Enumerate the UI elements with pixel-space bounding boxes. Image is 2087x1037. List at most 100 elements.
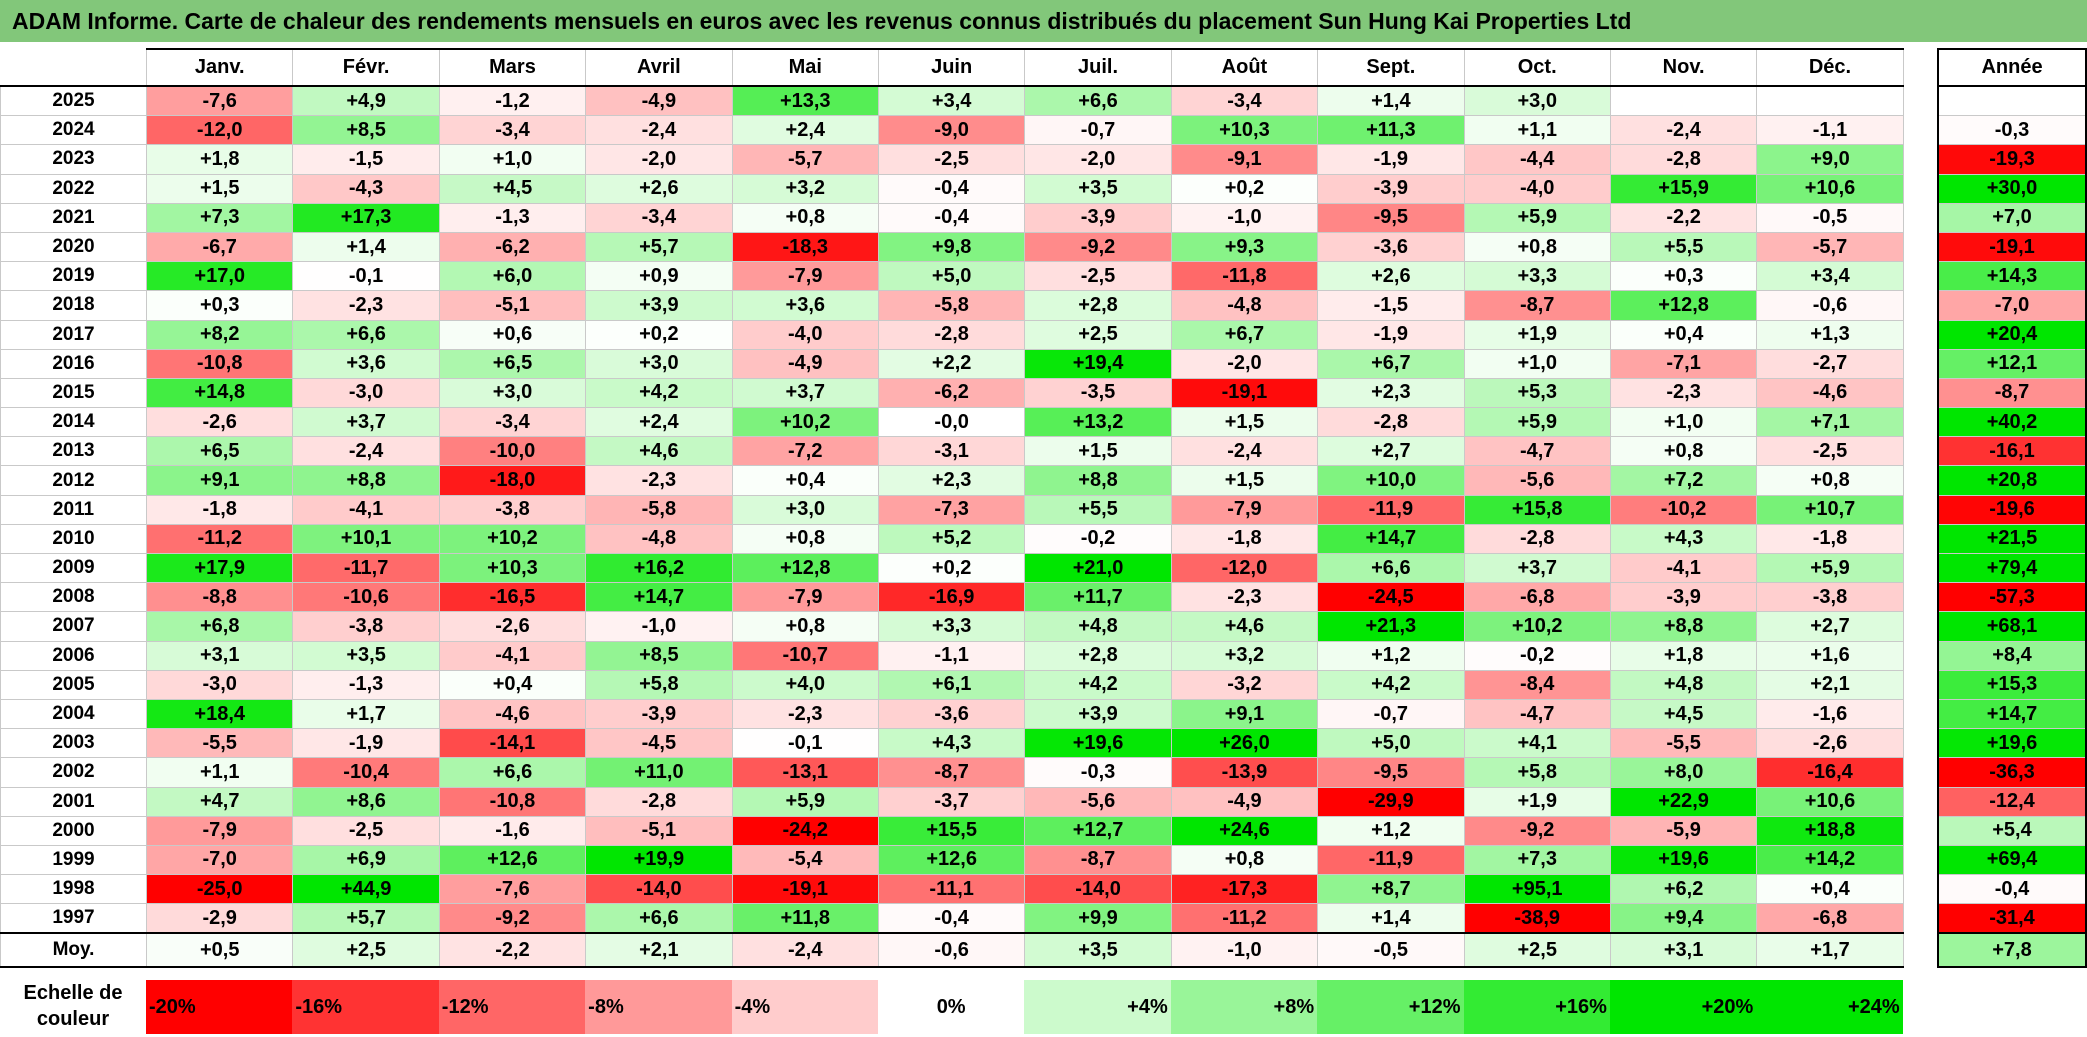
annual-cell: -36,3: [1937, 757, 2087, 788]
heatmap-cell: +3,0: [585, 348, 733, 379]
heatmap-cell: +7,2: [1609, 465, 1758, 496]
heatmap-cell: -10,8: [145, 348, 294, 379]
heatmap-cell: +8,5: [585, 640, 733, 671]
heatmap-cell: +4,3: [1609, 523, 1758, 555]
heatmap-cell: -2,8: [585, 786, 733, 817]
annual-row: -19,6: [1937, 494, 2087, 525]
heatmap-cell: -16,5: [438, 582, 587, 613]
heatmap-cell: -3,4: [585, 202, 733, 233]
heatmap-cell: +4,2: [585, 377, 733, 409]
heatmap-cell: +6,6: [585, 903, 733, 934]
heatmap-cell: -11,1: [877, 874, 1026, 905]
year-label: 2003: [0, 728, 147, 759]
heatmap-cell: +2,7: [1317, 436, 1465, 467]
heatmap-cell: +9,9: [1024, 903, 1172, 934]
heatmap-cell: +8,6: [292, 786, 440, 817]
heatmap-cell: +6,5: [438, 348, 587, 379]
heatmap-cell: +4,5: [438, 173, 587, 204]
heatmap-cell: -1,9: [1317, 319, 1465, 350]
heatmap-cell: -1,3: [438, 202, 587, 233]
heatmap-cell: -4,9: [585, 85, 733, 117]
scale-swatch: +24%: [1756, 980, 1903, 1034]
heatmap-cell: -13,9: [1170, 757, 1319, 788]
heatmap-cell: +4,8: [1609, 669, 1758, 700]
table-row: 2006 +3,1 +3,5 -4,1 +8,5 -10,7 -1,1 +2,8 +3,2 +1,…: [0, 640, 1904, 671]
annual-row: -7,0: [1937, 290, 2087, 321]
heatmap-cell: +0,2: [585, 319, 733, 350]
heatmap-cell: +0,4: [438, 669, 587, 700]
heatmap-cell: -2,4: [292, 436, 440, 467]
heatmap-cell: +2,5: [1024, 319, 1172, 350]
heatmap-cell: +11,3: [1317, 115, 1465, 146]
heatmap-cell: +6,8: [145, 611, 294, 642]
annual-row: +19,6: [1937, 728, 2087, 759]
table-row: 2021 +7,3 +17,3 -1,3 -3,4 +0,8 -0,4 -3,9 -1,0 -9,…: [0, 202, 1904, 233]
heatmap-cell: +0,8: [1756, 465, 1904, 496]
heatmap-cell: +95,1: [1463, 874, 1611, 905]
heatmap-cell: +10,1: [292, 523, 440, 555]
scale-swatch: -20%: [146, 980, 293, 1034]
heatmap-cell: +24,6: [1170, 815, 1319, 846]
heatmap-cell: +0,8: [1463, 231, 1611, 263]
scale-swatch: +16%: [1463, 980, 1610, 1034]
heatmap-cell: +5,8: [585, 669, 733, 700]
heatmap-cell: -2,5: [877, 144, 1026, 175]
average-cell: -0,5: [1317, 932, 1465, 969]
month-header: Mai: [731, 48, 879, 87]
heatmap-cell: +5,9: [1463, 202, 1611, 233]
annual-cell: +14,3: [1937, 261, 2087, 292]
heatmap-cell: +2,3: [1317, 377, 1465, 409]
heatmap-cell: +5,5: [1024, 494, 1172, 525]
heatmap-cell: +1,4: [1317, 903, 1465, 934]
annual-row: +30,0: [1937, 173, 2087, 204]
heatmap-cell: +10,2: [1463, 611, 1611, 642]
average-cell: +3,1: [1609, 932, 1758, 969]
annual-cell: -12,4: [1937, 786, 2087, 817]
heatmap-cell: -8,4: [1463, 669, 1611, 700]
heatmap-cell: -4,5: [585, 728, 733, 759]
heatmap-cell: -1,2: [438, 85, 587, 117]
heatmap-cell: +1,3: [1756, 319, 1904, 350]
heatmap-cell: -2,4: [585, 115, 733, 146]
annual-row: -12,4: [1937, 786, 2087, 817]
heatmap-cell: -3,9: [1024, 202, 1172, 233]
scale-swatch: +12%: [1317, 980, 1464, 1034]
heatmap-cell: -0,1: [731, 728, 879, 759]
heatmap-cell: +12,6: [438, 844, 587, 876]
annual-cell: +21,5: [1937, 523, 2087, 555]
heatmap-cell: +10,7: [1756, 494, 1904, 525]
heatmap-cell: -1,9: [292, 728, 440, 759]
heatmap-cell: -14,0: [585, 874, 733, 905]
year-label: 2016: [0, 348, 147, 379]
heatmap-cell: +6,6: [438, 757, 587, 788]
month-header: Oct.: [1463, 48, 1611, 87]
heatmap-cell: -7,2: [731, 436, 879, 467]
corner-cell: [0, 49, 147, 87]
heatmap-cell: -7,9: [145, 815, 294, 846]
heatmap-cell: -2,8: [1317, 407, 1465, 438]
heatmap-cell: -7,3: [877, 494, 1026, 525]
heatmap-cell: -11,7: [292, 552, 440, 584]
heatmap-cell: +3,4: [877, 85, 1026, 117]
heatmap-cell: +0,8: [731, 523, 879, 555]
heatmap-cell: +17,0: [145, 261, 294, 292]
annual-cell: -19,6: [1937, 494, 2087, 525]
heatmap-cell: -4,1: [292, 494, 440, 525]
annual-header: Année: [1937, 48, 2087, 87]
heatmap-cell: +2,1: [1756, 669, 1904, 700]
month-header: Sept.: [1317, 48, 1465, 87]
heatmap-cell: -11,2: [1170, 903, 1319, 934]
heatmap-cell: -9,5: [1317, 202, 1465, 233]
heatmap-cell: -4,7: [1463, 698, 1611, 730]
table-row: 1997 -2,9 +5,7 -9,2 +6,6 +11,8 -0,4 +9,9 -11,2 +1…: [0, 903, 1904, 934]
heatmap-cell: -7,6: [145, 85, 294, 117]
heatmap-cell: +6,5: [145, 436, 294, 467]
heatmap-cell: -2,0: [585, 144, 733, 175]
heatmap-cell: -5,7: [731, 144, 879, 175]
heatmap-cell: +2,4: [731, 115, 879, 146]
heatmap-cell: +1,0: [1463, 348, 1611, 379]
heatmap-cell: +5,7: [585, 231, 733, 263]
heatmap-cell: -5,6: [1024, 786, 1172, 817]
heatmap-cell: +0,4: [1756, 874, 1904, 905]
heatmap-cell: -10,0: [438, 436, 587, 467]
